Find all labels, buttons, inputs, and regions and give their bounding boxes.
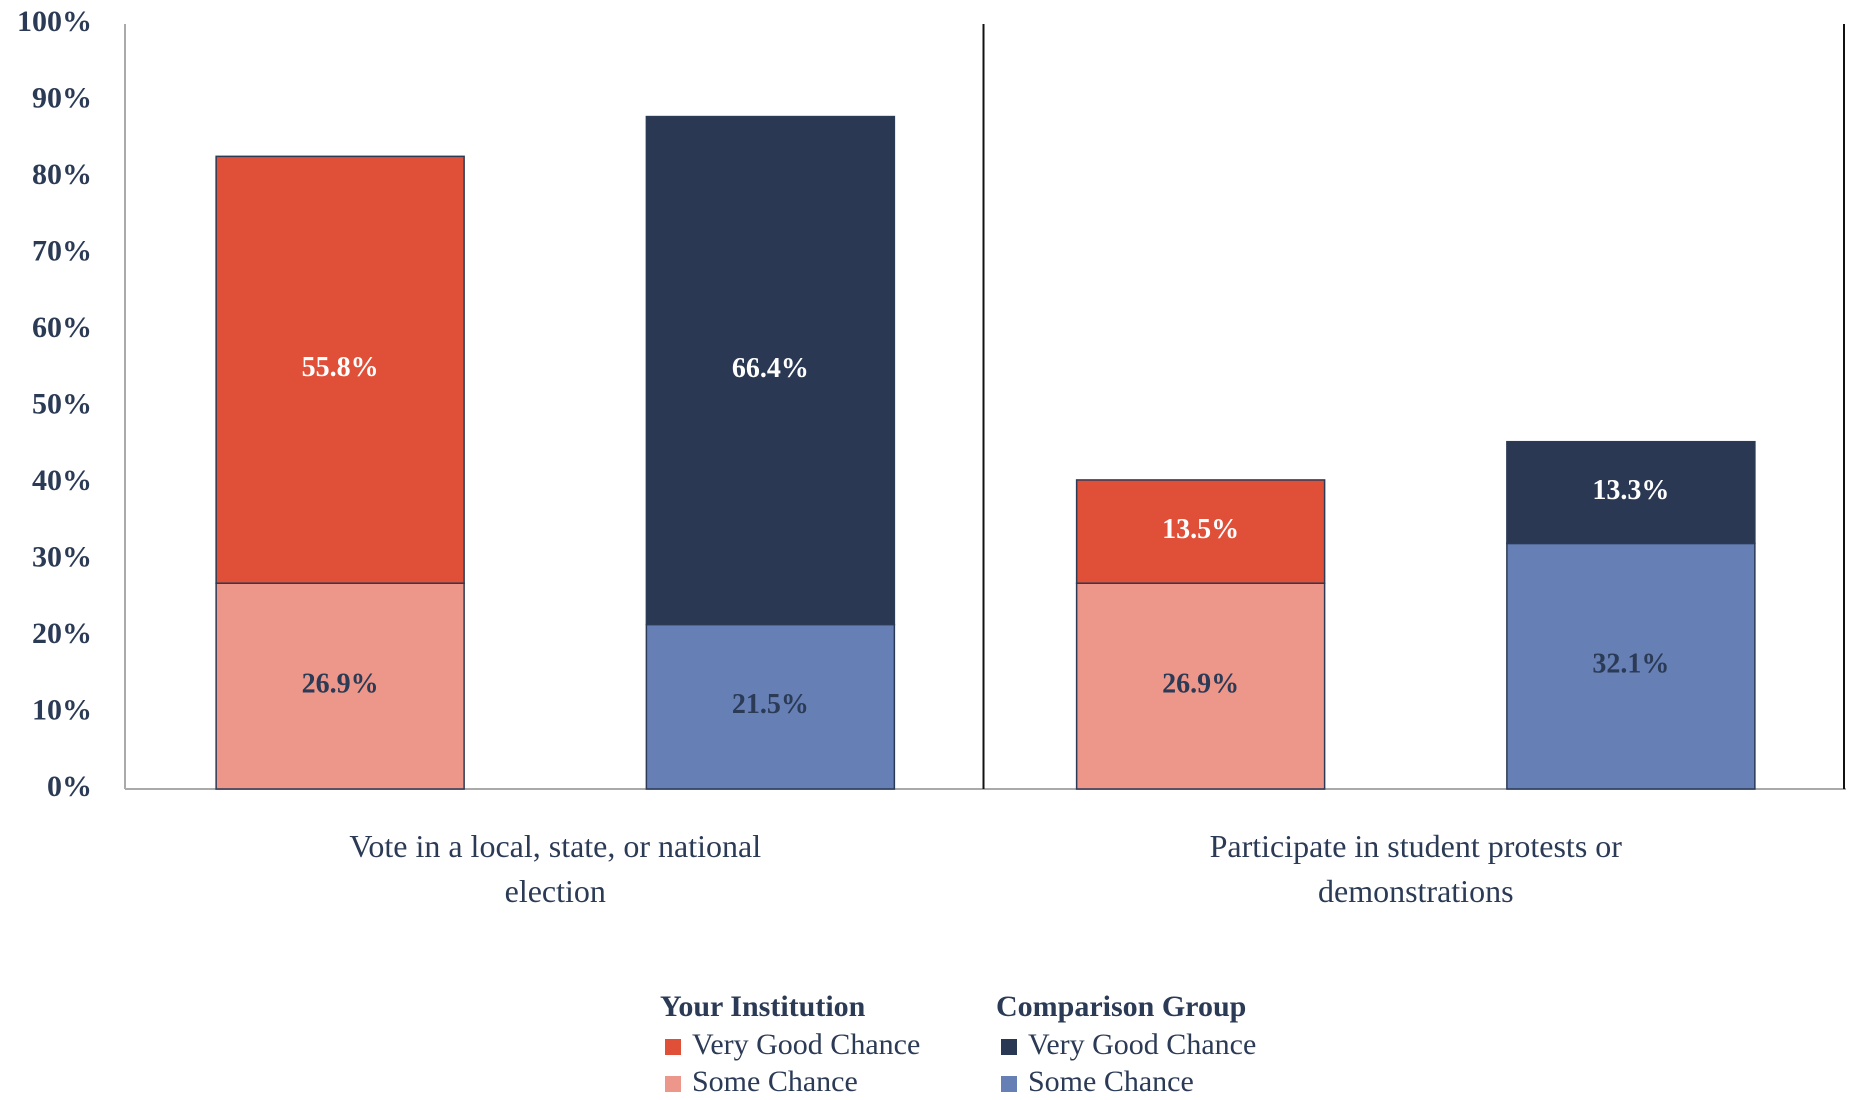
y-tick-label: 90%	[32, 81, 92, 114]
y-tick-label: 40%	[32, 464, 92, 497]
legend-label: Some Chance	[692, 1065, 858, 1098]
legend-label: Some Chance	[1028, 1065, 1194, 1098]
legend-swatch	[1001, 1076, 1017, 1092]
legend-swatch	[665, 1039, 681, 1055]
legend-swatch	[665, 1076, 681, 1092]
y-tick-label: 0%	[47, 770, 92, 803]
bar-segment	[645, 623, 896, 790]
legend-title: Your Institution	[660, 990, 866, 1023]
y-tick-label: 70%	[32, 234, 92, 267]
x-tick-label: Vote in a local, state, or national elec…	[349, 828, 762, 909]
y-tick-label: 30%	[32, 540, 92, 573]
y-tick-label: 10%	[32, 693, 92, 726]
bar-segment	[1075, 479, 1326, 584]
legend-label: Very Good Chance	[1028, 1028, 1256, 1061]
data-label: 26.9%	[1162, 669, 1239, 700]
legend-swatch	[1001, 1039, 1017, 1055]
bar-segment	[1506, 542, 1756, 790]
data-label: 66.4%	[732, 353, 809, 384]
y-tick-label: 50%	[32, 387, 92, 420]
data-label: 21.5%	[732, 689, 809, 720]
x-tick-label: Participate in student protests or demon…	[1209, 828, 1622, 909]
y-tick-label: 80%	[32, 158, 92, 191]
y-tick-label: 60%	[32, 311, 92, 344]
data-label: 26.9%	[302, 669, 379, 700]
data-label: 32.1%	[1592, 649, 1669, 680]
bar-segment	[645, 115, 896, 626]
bar-segment	[215, 582, 465, 790]
legend-label: Very Good Chance	[692, 1028, 920, 1061]
bar-segment	[215, 155, 465, 584]
y-tick-label: 100%	[17, 5, 92, 38]
bar-segment	[1506, 440, 1756, 545]
y-tick-label: 20%	[32, 617, 92, 650]
data-label: 13.5%	[1162, 514, 1239, 545]
bar-segment	[1075, 582, 1326, 790]
data-label: 55.8%	[302, 352, 379, 383]
data-label: 13.3%	[1592, 475, 1669, 506]
legend-title: Comparison Group	[996, 990, 1246, 1023]
